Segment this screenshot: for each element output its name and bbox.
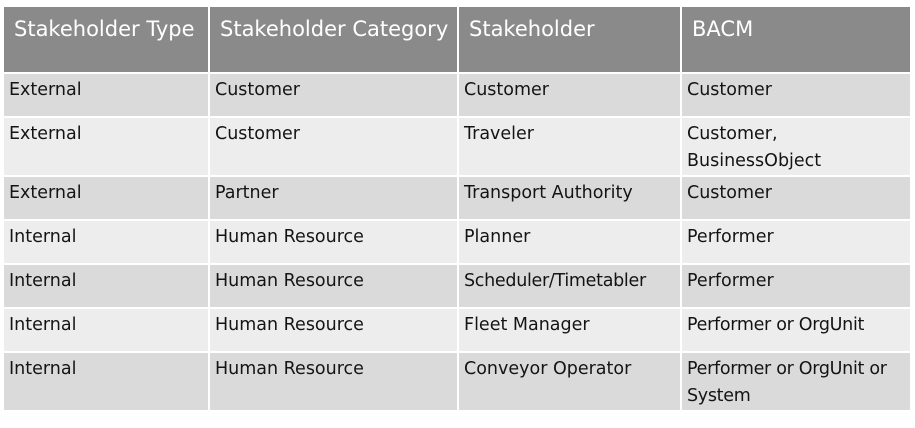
- table-row: Internal Human Resource Scheduler/Timeta…: [4, 264, 910, 309]
- cell-stakeholder: Fleet Manager: [458, 308, 682, 353]
- header-bacm: BACM: [681, 7, 910, 74]
- cell-stakeholder-type: Internal: [4, 264, 210, 309]
- cell-stakeholder-type: Internal: [4, 352, 210, 412]
- cell-bacm: Customer, BusinessObject: [681, 117, 910, 177]
- cell-bacm: Performer or OrgUnit or System: [681, 352, 910, 412]
- table-row: External Customer Traveler Customer, Bus…: [4, 117, 910, 177]
- cell-stakeholder-category: Human Resource: [209, 308, 459, 353]
- cell-stakeholder-type: Internal: [4, 308, 210, 353]
- cell-bacm: Customer: [681, 176, 910, 221]
- cell-stakeholder-category: Customer: [209, 73, 459, 118]
- cell-stakeholder: Transport Authority: [458, 176, 682, 221]
- cell-stakeholder-type: External: [4, 73, 210, 118]
- cell-stakeholder-category: Human Resource: [209, 352, 459, 412]
- table-row: Internal Human Resource Planner Performe…: [4, 220, 910, 265]
- cell-bacm: Performer: [681, 220, 910, 265]
- table-row: Internal Human Resource Conveyor Operato…: [4, 352, 910, 412]
- cell-stakeholder: Customer: [458, 73, 682, 118]
- header-stakeholder: Stakeholder: [458, 7, 682, 74]
- cell-bacm: Performer: [681, 264, 910, 309]
- cell-stakeholder-category: Human Resource: [209, 220, 459, 265]
- cell-stakeholder-category: Partner: [209, 176, 459, 221]
- cell-bacm: Customer: [681, 73, 910, 118]
- table-row: Internal Human Resource Fleet Manager Pe…: [4, 308, 910, 353]
- cell-stakeholder-type: External: [4, 176, 210, 221]
- header-row: Stakeholder Type Stakeholder Category St…: [4, 7, 910, 74]
- cell-stakeholder: Traveler: [458, 117, 682, 177]
- stakeholder-table: Stakeholder Type Stakeholder Category St…: [4, 7, 910, 412]
- table-header: Stakeholder Type Stakeholder Category St…: [4, 7, 910, 74]
- cell-stakeholder-type: Internal: [4, 220, 210, 265]
- table-body: External Customer Customer Customer Exte…: [4, 73, 910, 412]
- header-stakeholder-category: Stakeholder Category: [209, 7, 459, 74]
- cell-bacm: Performer or OrgUnit: [681, 308, 910, 353]
- cell-stakeholder: Scheduler/Timetabler: [458, 264, 682, 309]
- cell-stakeholder: Planner: [458, 220, 682, 265]
- cell-stakeholder-category: Human Resource: [209, 264, 459, 309]
- cell-stakeholder: Conveyor Operator: [458, 352, 682, 412]
- cell-stakeholder-category: Customer: [209, 117, 459, 177]
- table-row: External Customer Customer Customer: [4, 73, 910, 118]
- header-stakeholder-type: Stakeholder Type: [4, 7, 210, 74]
- cell-stakeholder-type: External: [4, 117, 210, 177]
- table-row: External Partner Transport Authority Cus…: [4, 176, 910, 221]
